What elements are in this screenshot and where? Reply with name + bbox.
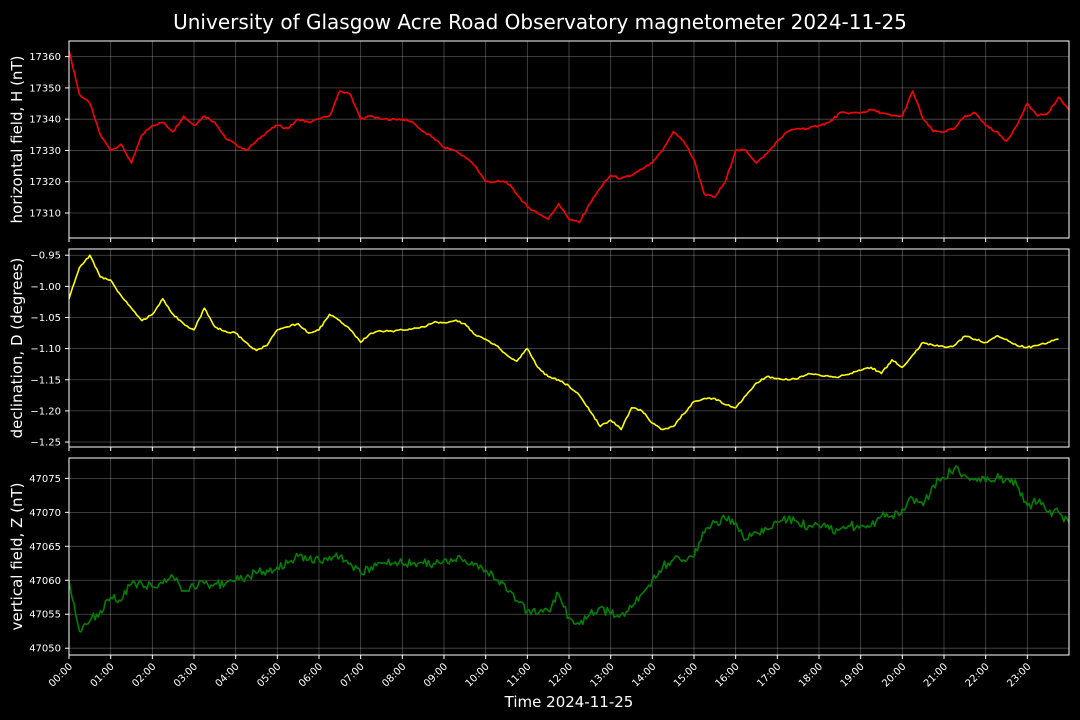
x-axis-label: Time 2024-11-25	[504, 693, 634, 711]
x-tick-label: 07:00	[339, 661, 367, 689]
x-tick-label: 21:00	[922, 661, 950, 689]
y-axis-label: horizontal field, H (nT)	[8, 56, 26, 224]
x-tick-label: 16:00	[714, 661, 742, 689]
x-tick-label: 23:00	[1005, 661, 1033, 689]
y-tick-label: −0.95	[30, 251, 61, 262]
x-tick-label: 19:00	[839, 661, 867, 689]
y-tick-label: 17310	[29, 208, 61, 219]
y-tick-label: −1.15	[30, 375, 61, 386]
x-tick-label: 05:00	[255, 661, 283, 689]
x-tick-label: 17:00	[755, 661, 783, 689]
x-tick-label: 09:00	[422, 661, 450, 689]
y-tick-label: −1.25	[30, 438, 61, 449]
x-tick-label: 22:00	[964, 661, 992, 689]
y-tick-label: 17320	[29, 177, 61, 188]
x-tick-label: 12:00	[547, 661, 575, 689]
panel-frame	[68, 40, 1070, 239]
y-axis-label: vertical field, Z (nT)	[8, 482, 26, 630]
y-tick-label: −1.05	[30, 313, 61, 324]
y-tick-label: 47070	[29, 508, 61, 519]
x-tick-label: 14:00	[630, 661, 658, 689]
panel-frame	[68, 248, 1070, 448]
x-tick-label: 08:00	[380, 661, 408, 689]
y-axis-label: declination, D (degrees)	[8, 258, 26, 439]
panel-frame	[68, 457, 1070, 656]
x-tick-label: 06:00	[297, 661, 325, 689]
y-tick-label: −1.20	[30, 406, 61, 417]
series-line-0	[68, 50, 1070, 224]
y-tick-label: −1.00	[30, 282, 61, 293]
series-line-1	[68, 254, 1059, 431]
x-tick-label: 11:00	[505, 661, 533, 689]
x-tick-label: 00:00	[47, 661, 75, 689]
x-tick-label: 01:00	[89, 661, 117, 689]
x-tick-label: 04:00	[214, 661, 242, 689]
x-tick-label: 13:00	[589, 661, 617, 689]
y-tick-label: 17340	[29, 115, 61, 126]
x-tick-label: 18:00	[797, 661, 825, 689]
y-tick-label: 47055	[29, 610, 61, 621]
y-tick-label: 47065	[29, 542, 61, 553]
panel-0: 17310 17320 17330 17340 17350 17360horizontal…	[8, 40, 1070, 242]
x-tick-label: 03:00	[172, 661, 200, 689]
series-line-2	[68, 465, 1070, 633]
x-tick-label: 02:00	[130, 661, 158, 689]
y-tick-label: −1.10	[30, 344, 61, 355]
y-tick-label: 47050	[29, 644, 61, 655]
y-tick-label: 17360	[29, 52, 61, 63]
x-tick-label: 15:00	[672, 661, 700, 689]
y-tick-label: 17350	[29, 83, 61, 94]
y-tick-label: 47075	[29, 474, 61, 485]
chart-title: University of Glasgow Acre Road Observat…	[173, 10, 907, 34]
x-tick-label: 20:00	[880, 661, 908, 689]
y-tick-label: 47060	[29, 576, 61, 587]
panel-1: −0.95 −1.00 −1.05 −1.10 −1.15 −1.20 −1.25 decli…	[8, 248, 1070, 451]
y-tick-label: 17330	[29, 146, 61, 157]
x-tick-label: 10:00	[464, 661, 492, 689]
